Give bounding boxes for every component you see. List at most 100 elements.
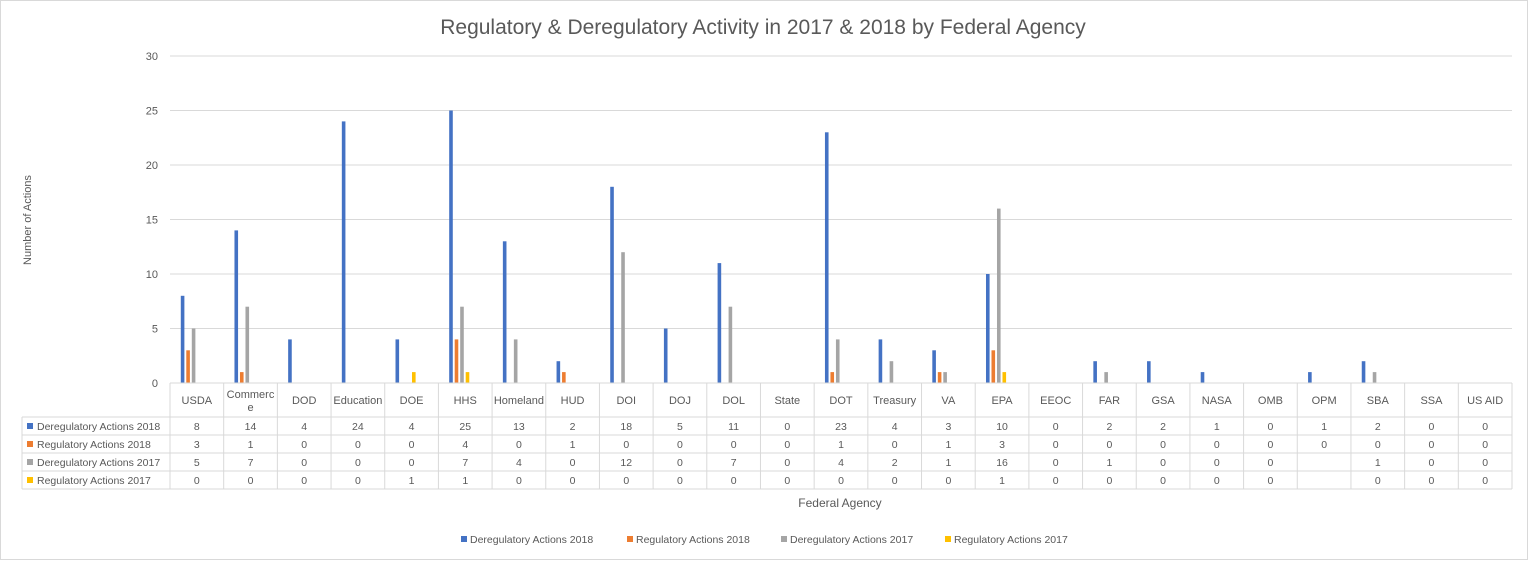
table-cell-value: 1 <box>1375 457 1381 469</box>
bar <box>717 263 722 383</box>
legend-key <box>781 536 787 542</box>
gridlines <box>170 55 1512 329</box>
table-series-name: Deregulatory Actions 2017 <box>37 457 160 469</box>
bar-series <box>180 110 1366 384</box>
table-cell-value: 10 <box>996 421 1008 433</box>
bar <box>932 350 936 383</box>
table-cell-value: 0 <box>301 475 307 487</box>
category-label: SBA <box>1367 395 1390 407</box>
table-cell-value: 4 <box>301 421 307 433</box>
table-cell-value: 2 <box>1375 421 1381 433</box>
category-label: USDA <box>182 395 213 407</box>
table-series-name: Deregulatory Actions 2018 <box>37 421 160 433</box>
table-legend-key <box>27 423 33 429</box>
bar <box>288 339 292 383</box>
bars <box>180 110 1377 384</box>
bar <box>465 372 470 383</box>
table-cell-value: 1 <box>945 439 951 451</box>
table-cell-value: 3 <box>999 439 1005 451</box>
bar <box>234 230 239 383</box>
table-cell-value: 0 <box>677 475 683 487</box>
table-cell-value: 0 <box>1053 439 1059 451</box>
table-cell-value: 12 <box>620 457 632 469</box>
table-cell-value: 0 <box>1268 457 1274 469</box>
table-series-name: Regulatory Actions 2017 <box>37 475 151 487</box>
table-cell-value: 1 <box>409 475 415 487</box>
category-label: HUD <box>561 395 585 407</box>
table-cell-value: 0 <box>677 439 683 451</box>
table-cell-value: 5 <box>677 421 683 433</box>
table-cell-value: 0 <box>1321 439 1327 451</box>
bar-series <box>191 208 1377 383</box>
table-cell-value: 4 <box>838 457 844 469</box>
bar <box>449 110 453 383</box>
category-label: OMB <box>1258 395 1283 407</box>
table-cell-value: 2 <box>570 421 576 433</box>
table-cell-value: 2 <box>1160 421 1166 433</box>
category-label: DOT <box>829 395 853 407</box>
table-cell-value: 0 <box>731 439 737 451</box>
table-cell-value: 0 <box>1375 475 1381 487</box>
table-cell-value: 0 <box>355 457 361 469</box>
category-label: Education <box>333 395 382 407</box>
table-cell-value: 14 <box>245 421 257 433</box>
y-tick-label: 0 <box>152 378 158 390</box>
table-cell-value: 0 <box>1429 457 1435 469</box>
bar <box>878 339 883 383</box>
table-cell-value: 7 <box>731 457 737 469</box>
bar <box>1308 372 1312 383</box>
table-cell-value: 0 <box>784 421 790 433</box>
bar <box>1372 372 1377 383</box>
table-cell-value: 0 <box>784 475 790 487</box>
bar <box>556 361 561 383</box>
table-cell-value: 0 <box>1482 475 1488 487</box>
table-cell-value: 0 <box>301 439 307 451</box>
bar <box>830 372 835 383</box>
x-axis-label: Federal Agency <box>798 496 881 510</box>
bar <box>562 372 566 383</box>
table-cell-value: 0 <box>892 439 898 451</box>
table-cell-value: 0 <box>784 457 790 469</box>
bar <box>663 328 668 383</box>
table-cell-value: 0 <box>784 439 790 451</box>
table-cell-value: 1 <box>999 475 1005 487</box>
table-cell-value: 0 <box>516 439 522 451</box>
table-cell-value: 0 <box>1214 457 1220 469</box>
category-label: DOJ <box>669 395 691 407</box>
table-cell-value: 0 <box>677 457 683 469</box>
bar <box>1093 361 1097 383</box>
table-cell-value: 0 <box>355 439 361 451</box>
table-cell-value: 0 <box>1214 475 1220 487</box>
table-cell-value: 23 <box>835 421 847 433</box>
y-tick-label: 20 <box>146 160 158 172</box>
table-cell-value: 0 <box>1268 439 1274 451</box>
bar <box>245 306 250 383</box>
category-label: Commerc <box>227 389 275 401</box>
category-label: OPM <box>1312 395 1337 407</box>
category-label: VA <box>941 395 956 407</box>
bar <box>985 274 990 383</box>
table-cell-value: 0 <box>570 457 576 469</box>
table-cell-value: 1 <box>838 439 844 451</box>
category-label: NASA <box>1202 395 1233 407</box>
bar <box>513 339 518 383</box>
y-tick-label: 10 <box>146 269 158 281</box>
table-cell-value: 4 <box>892 421 898 433</box>
table-legend-key <box>27 459 33 465</box>
category-label: DOI <box>616 395 636 407</box>
table-cell-value: 0 <box>1482 457 1488 469</box>
table-cell-value: 18 <box>620 421 632 433</box>
bar <box>191 328 196 383</box>
table-cell-value: 0 <box>409 457 415 469</box>
bar <box>824 132 829 383</box>
table-cell-value: 0 <box>1268 421 1274 433</box>
table-legend-key <box>27 477 33 483</box>
table-cell-value: 2 <box>1106 421 1112 433</box>
legend-key <box>945 536 951 542</box>
table-cell-value: 1 <box>462 475 468 487</box>
table-cell-value: 0 <box>194 475 200 487</box>
table-cell-value: 1 <box>248 439 254 451</box>
bar-series <box>186 339 996 383</box>
bar <box>943 372 947 383</box>
